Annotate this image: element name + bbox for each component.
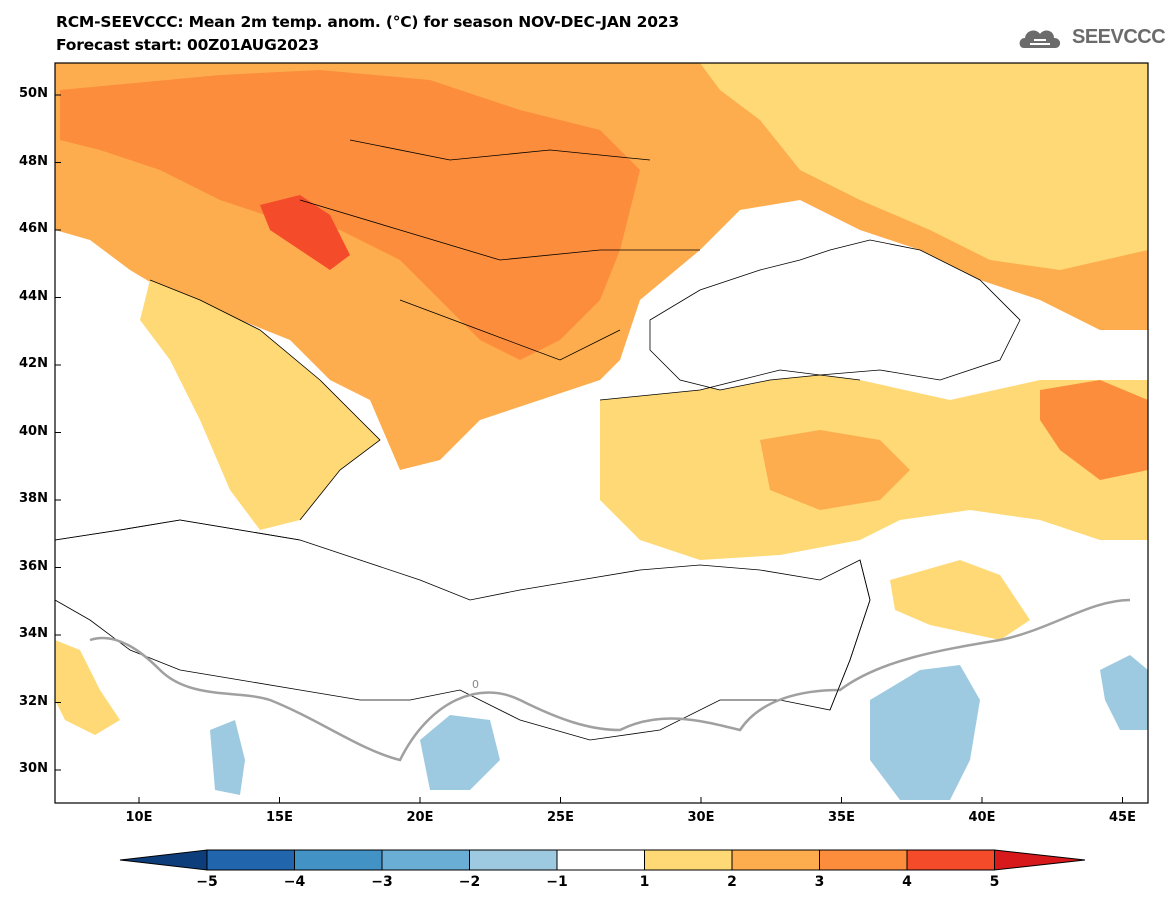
lon-label: 45E	[1109, 810, 1136, 825]
colorbar-segment	[644, 849, 733, 871]
lon-label: 40E	[968, 810, 996, 825]
lat-label: 40N	[19, 423, 48, 439]
anomaly-zone-1-italy	[140, 280, 380, 530]
lat-label: 44N	[19, 288, 48, 304]
colorbar-segment	[381, 849, 470, 871]
colorbar-segment	[206, 849, 295, 871]
black-sea	[649, 239, 1021, 391]
anomaly-zone-1-algeria	[55, 640, 120, 735]
colorbar-segment	[906, 849, 995, 871]
lon-label: 10E	[125, 810, 153, 825]
anomaly-zone-neg1-saudi	[870, 665, 980, 800]
axis-ticks	[55, 94, 1123, 803]
colorbar-label: 4	[902, 874, 912, 890]
colorbar-label: −3	[371, 874, 393, 890]
colorbar-segment	[294, 849, 383, 871]
anomaly-zone-neg1-libya	[420, 715, 500, 790]
anomaly-zone-neg1-tunisia	[210, 720, 245, 795]
lon-label: 30E	[687, 810, 715, 825]
cloud-icon	[1019, 30, 1061, 48]
coastlines	[55, 139, 871, 711]
anomaly-zone-1-levant	[890, 560, 1030, 640]
colorbar-label: 5	[989, 874, 1000, 890]
map-title: RCM-SEEVCCC: Mean 2m temp. anom. (°C) fo…	[56, 13, 679, 31]
colorbar-label: −1	[546, 874, 568, 890]
anomaly-zone-3-caucasus	[1040, 380, 1148, 480]
lat-label: 48N	[19, 153, 48, 169]
colorbar-segment	[994, 849, 1086, 871]
colorbar-label: −2	[458, 874, 481, 890]
lat-label: 42N	[19, 356, 48, 371]
colorbar-label: −5	[196, 874, 218, 890]
forecast-start-label: Forecast start: 00Z01AUG2023	[56, 36, 319, 54]
lat-label: 32N	[19, 693, 48, 709]
colorbar-label: 3	[814, 874, 825, 890]
lon-label: 35E	[828, 810, 855, 825]
lon-label: 25E	[547, 810, 574, 825]
zero-contour	[89, 598, 1131, 762]
colorbar-segment	[819, 849, 908, 871]
seevccc-logo: SEEVCCC	[1072, 26, 1165, 48]
lon-label: 20E	[406, 810, 434, 825]
lon-label: 15E	[266, 810, 293, 825]
anomaly-zone-neg1-iraq	[1100, 655, 1148, 730]
anomaly-zone-2-turkey	[760, 430, 910, 510]
lat-label: 46N	[19, 221, 48, 236]
colorbar-segment	[731, 849, 820, 871]
colorbar-label: 2	[727, 874, 737, 890]
colorbar-segment	[556, 849, 645, 871]
colorbar-segment	[119, 849, 208, 871]
lat-label: 36N	[19, 558, 48, 574]
colorbar-segment	[469, 849, 558, 871]
contour-label: 0	[472, 678, 479, 691]
lat-label: 30N	[19, 761, 48, 776]
anomaly-zone-1-east	[700, 63, 1148, 270]
lat-label: 38N	[19, 491, 48, 506]
colorbar-label: 1	[639, 874, 650, 890]
anomaly-zone-4	[260, 195, 350, 270]
colorbar-label: −4	[283, 874, 306, 890]
lat-label: 34N	[19, 626, 48, 641]
colorbar	[119, 849, 1086, 871]
lat-label: 50N	[19, 86, 48, 101]
